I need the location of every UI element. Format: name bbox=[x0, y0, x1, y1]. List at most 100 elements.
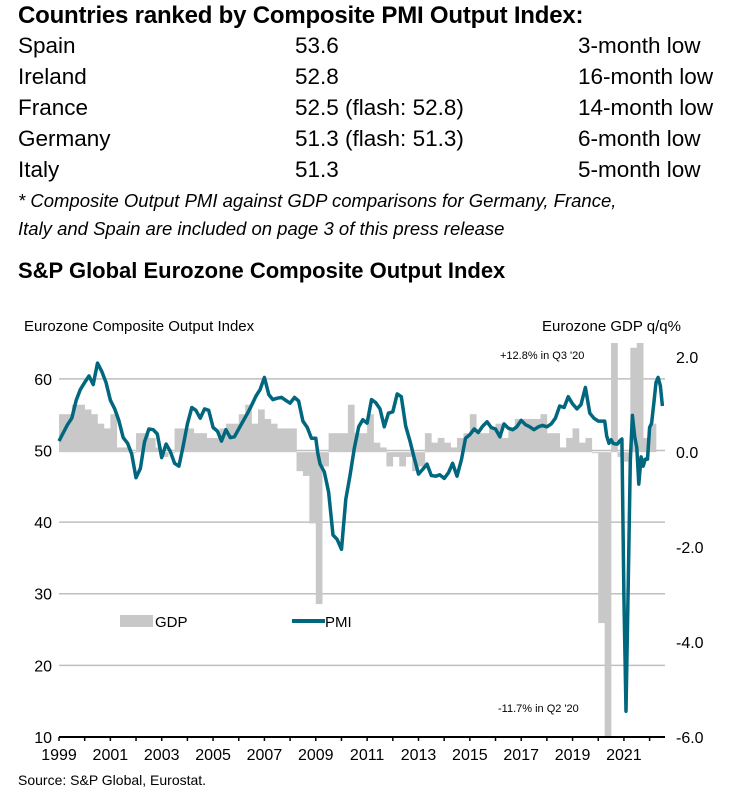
gdp-bar bbox=[463, 433, 471, 453]
gdp-bar bbox=[373, 442, 381, 453]
gdp-bar bbox=[476, 433, 483, 453]
gdp-bar bbox=[360, 433, 368, 453]
gdp-bar bbox=[489, 428, 496, 453]
gdp-bar bbox=[238, 414, 246, 453]
x-tick-label: 2003 bbox=[144, 747, 180, 764]
gdp-bar bbox=[501, 437, 509, 453]
country-note: 5-month low bbox=[578, 157, 701, 182]
footnote-line-2: Italy and Spain are included on page 3 o… bbox=[18, 218, 505, 239]
gdp-bar bbox=[450, 447, 458, 453]
gdp-bar bbox=[290, 428, 297, 453]
country-value: 51.3 bbox=[295, 157, 339, 182]
x-tick-label: 2011 bbox=[350, 747, 385, 764]
gdp-bar bbox=[335, 433, 342, 453]
right-axis-label: Eurozone GDP q/q% bbox=[542, 318, 681, 335]
gdp-bar bbox=[91, 414, 98, 453]
gdp-bar bbox=[148, 437, 156, 453]
gdp-bar bbox=[65, 414, 73, 453]
gdp-bar bbox=[566, 437, 573, 453]
gdp-bar bbox=[521, 418, 528, 453]
left-axis-label: Eurozone Composite Output Index bbox=[24, 318, 255, 335]
country-note: 3-month low bbox=[578, 33, 701, 58]
gdp-bar bbox=[245, 404, 252, 453]
gdp-bar bbox=[206, 437, 214, 453]
gdp-bar bbox=[578, 442, 586, 453]
gdp-bar bbox=[559, 447, 567, 453]
gdp-bar bbox=[572, 428, 580, 453]
gdp-bar bbox=[161, 452, 169, 457]
table-title: Countries ranked by Composite PMI Output… bbox=[18, 2, 584, 29]
gdp-bar bbox=[604, 452, 612, 737]
x-tick-label: 2019 bbox=[555, 747, 591, 764]
gdp-bar bbox=[258, 409, 265, 453]
country-note: 14-month low bbox=[578, 95, 714, 120]
country-name: France bbox=[18, 95, 89, 120]
chart-title: S&P Global Eurozone Composite Output Ind… bbox=[18, 258, 506, 283]
gdp-bar bbox=[347, 404, 355, 453]
gdp-bar bbox=[251, 423, 259, 453]
gdp-bar bbox=[322, 452, 329, 467]
gdp-bar bbox=[193, 433, 201, 453]
gdp-bar bbox=[309, 452, 317, 524]
gdp-bar bbox=[424, 433, 432, 453]
gdp-bar bbox=[585, 437, 593, 453]
country-value: 53.6 bbox=[295, 33, 339, 58]
country-name: Germany bbox=[18, 126, 111, 151]
country-value: 52.5 (flash: 52.8) bbox=[295, 95, 464, 120]
gdp-bar bbox=[103, 428, 111, 453]
gdp-bar bbox=[636, 343, 644, 453]
left-tick-label: 60 bbox=[34, 372, 52, 389]
gdp-bar bbox=[123, 447, 130, 453]
gdp-bar bbox=[200, 433, 207, 453]
gdp-bar bbox=[457, 437, 464, 453]
country-row: Germany 51.3 (flash: 51.3) 6-month low bbox=[18, 126, 718, 157]
pmi-line bbox=[57, 361, 665, 713]
right-tick-label: -4.0 bbox=[676, 635, 704, 652]
right-tick-label: 0.0 bbox=[676, 445, 698, 462]
gdp-bar bbox=[508, 428, 516, 453]
x-tick-label: 2021 bbox=[606, 747, 642, 764]
gdp-bar bbox=[431, 442, 439, 453]
gdp-bar bbox=[213, 437, 220, 453]
gdp-bar bbox=[97, 423, 105, 453]
country-note: 6-month low bbox=[578, 126, 701, 151]
gdp-bar bbox=[553, 433, 561, 453]
country-row: France 52.5 (flash: 52.8) 14-month low bbox=[18, 95, 718, 126]
gdp-bar bbox=[84, 409, 92, 453]
gdp-bar bbox=[341, 433, 349, 453]
gdp-bar bbox=[598, 452, 605, 624]
footnote-line-1: * Composite Output PMI against GDP compa… bbox=[18, 190, 617, 211]
gdp-bar bbox=[540, 414, 548, 453]
gdp-bar bbox=[277, 428, 284, 453]
left-tick-label: 10 bbox=[34, 730, 52, 747]
gdp-bar bbox=[482, 433, 490, 453]
gdp-bar bbox=[354, 433, 362, 453]
source-note: Source: S&P Global, Eurostat. bbox=[18, 772, 207, 788]
x-tick-label: 2015 bbox=[452, 747, 488, 764]
gdp-bar bbox=[136, 433, 143, 453]
gdp-bar bbox=[514, 418, 522, 453]
gdp-bar bbox=[367, 414, 374, 453]
gdp-bar bbox=[444, 442, 451, 453]
x-tick-label: 2017 bbox=[503, 747, 539, 764]
gdp-bar bbox=[386, 452, 394, 467]
gdp-bar bbox=[110, 414, 118, 453]
x-tick-label: 1999 bbox=[41, 747, 77, 764]
annotation-q3-2020: +12.8% in Q3 '20 bbox=[500, 350, 584, 362]
gdp-bar bbox=[264, 418, 272, 453]
left-tick-label: 50 bbox=[34, 443, 52, 460]
gdp-bar bbox=[649, 423, 657, 453]
gdp-bar bbox=[392, 452, 400, 457]
gdp-bar bbox=[399, 452, 406, 467]
legend-pmi-label: PMI bbox=[325, 614, 352, 631]
gdp-bar bbox=[405, 452, 413, 457]
gdp-bar bbox=[78, 404, 85, 453]
gdp-bar bbox=[437, 437, 445, 453]
legend-gdp-label: GDP bbox=[155, 614, 188, 631]
gdp-bar bbox=[302, 452, 310, 476]
right-tick-label: -2.0 bbox=[676, 540, 704, 557]
gdp-bar bbox=[623, 452, 631, 462]
country-value: 51.3 (flash: 51.3) bbox=[295, 126, 464, 151]
gdp-bar bbox=[174, 428, 182, 453]
